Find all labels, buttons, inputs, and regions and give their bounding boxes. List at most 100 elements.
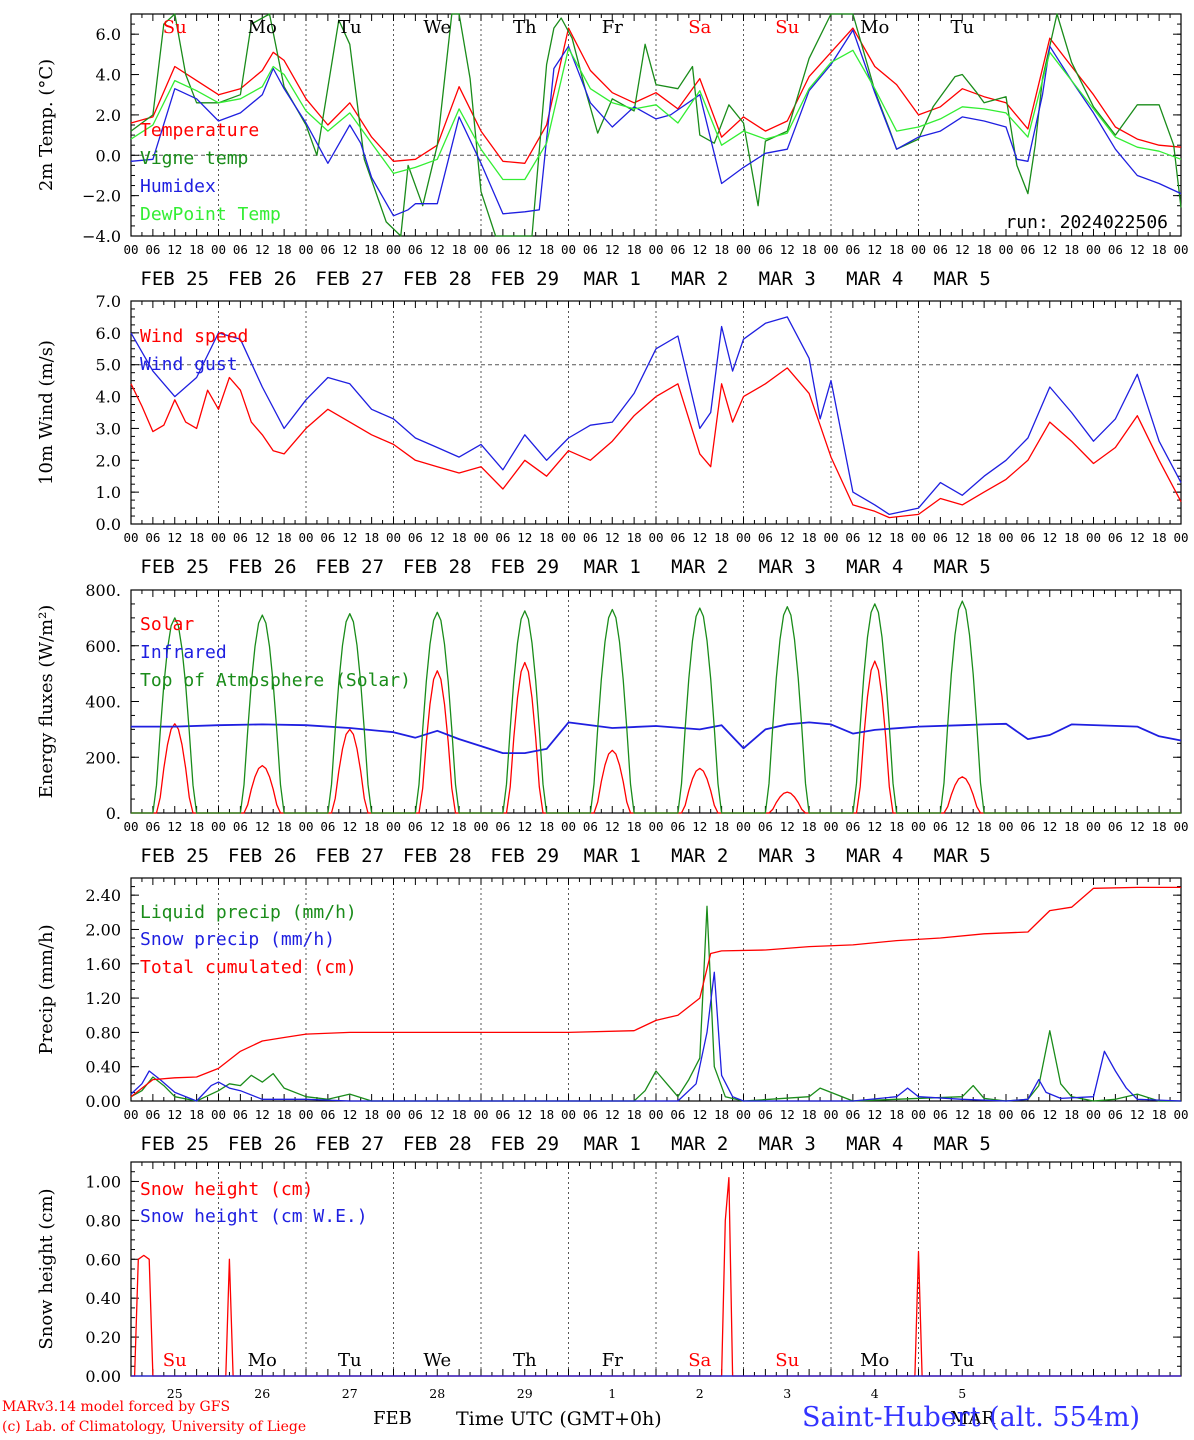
hour-tick-label: 18 bbox=[364, 530, 379, 545]
legend-entry: DewPoint Temp bbox=[140, 204, 281, 225]
hour-tick-label: 12 bbox=[780, 530, 795, 545]
hour-tick-label: 12 bbox=[430, 242, 445, 257]
hour-tick-label: 18 bbox=[364, 819, 379, 834]
hour-tick-label: 00 bbox=[561, 530, 576, 545]
hour-tick-label: 00 bbox=[823, 819, 838, 834]
hour-tick-label: 06 bbox=[233, 530, 248, 545]
hour-tick-label: 18 bbox=[714, 819, 729, 834]
series-line-blue bbox=[131, 721, 1182, 754]
hour-tick-label: 12 bbox=[692, 242, 707, 257]
hour-tick-label: 12 bbox=[1042, 1107, 1057, 1122]
y-tick-label: 0.20 bbox=[85, 1328, 121, 1347]
hour-tick-label: 12 bbox=[780, 1107, 795, 1122]
hour-tick-label: 06 bbox=[758, 819, 773, 834]
day-label: MAR 4 bbox=[846, 268, 903, 290]
day-label: FEB 26 bbox=[228, 845, 297, 867]
hour-tick-label: 12 bbox=[605, 1107, 620, 1122]
hour-tick-label: 06 bbox=[495, 530, 510, 545]
y-tick-label: 2.0 bbox=[96, 451, 121, 470]
weekday-label: Su bbox=[163, 17, 187, 38]
hour-tick-label: 18 bbox=[889, 530, 904, 545]
day-label: FEB 25 bbox=[140, 268, 209, 290]
y-tick-label: 4.0 bbox=[96, 388, 121, 407]
hour-tick-label: 06 bbox=[583, 242, 598, 257]
day-label: MAR 2 bbox=[671, 268, 728, 290]
day-label: FEB 26 bbox=[228, 268, 297, 290]
hour-tick-label: 18 bbox=[977, 530, 992, 545]
hour-tick-label: 00 bbox=[298, 819, 313, 834]
hour-tick-label: 18 bbox=[977, 819, 992, 834]
y-axis-title: Energy fluxes (W/m²) bbox=[36, 605, 57, 799]
weekday-label: Mo bbox=[248, 17, 277, 38]
hour-tick-label: 18 bbox=[539, 1107, 554, 1122]
panel-4: 0.00 0.40 0.80 1.20 1.60 2.00 2.40 Precip (mm/h… bbox=[36, 877, 1189, 1155]
day-number: 29 bbox=[517, 1386, 533, 1401]
day-label: FEB 28 bbox=[403, 268, 472, 290]
hour-tick-label: 00 bbox=[211, 242, 226, 257]
hour-tick-label: 06 bbox=[408, 1107, 423, 1122]
day-label: FEB 26 bbox=[228, 1133, 297, 1155]
hour-tick-label: 00 bbox=[998, 242, 1013, 257]
time-axis-label: Time UTC (GMT+0h) bbox=[456, 1408, 662, 1430]
y-tick-label: 2.0 bbox=[96, 106, 121, 125]
y-tick-label: 0.80 bbox=[85, 1211, 121, 1230]
hour-tick-label: 18 bbox=[714, 242, 729, 257]
hour-tick-label: 00 bbox=[561, 819, 576, 834]
hour-tick-label: 12 bbox=[1130, 242, 1145, 257]
y-tick-label: 400. bbox=[85, 693, 121, 712]
hour-tick-label: 00 bbox=[823, 1107, 838, 1122]
hour-tick-label: 12 bbox=[167, 1107, 182, 1122]
series-line-red bbox=[130, 886, 1181, 1098]
day-label: MAR 1 bbox=[584, 845, 641, 867]
weekday-label: Fr bbox=[602, 17, 623, 38]
hour-tick-label: 00 bbox=[998, 530, 1013, 545]
hour-tick-label: 12 bbox=[867, 242, 882, 257]
hour-tick-label: 12 bbox=[255, 530, 270, 545]
hour-tick-label: 06 bbox=[145, 242, 160, 257]
hour-tick-label: 00 bbox=[473, 242, 488, 257]
station-name: Saint-Hubert (alt. 554m) bbox=[802, 1402, 1141, 1433]
month-mar: MAR bbox=[950, 1408, 995, 1429]
hour-tick-label: 18 bbox=[1152, 819, 1167, 834]
hour-tick-label: 06 bbox=[1108, 530, 1123, 545]
weekday-label: Tu bbox=[338, 1350, 362, 1371]
hour-tick-label: 12 bbox=[342, 1107, 357, 1122]
day-number: 26 bbox=[254, 1386, 270, 1401]
weekday-label: Tu bbox=[338, 17, 362, 38]
hour-tick-label: 06 bbox=[320, 1107, 335, 1122]
hour-tick-label: 06 bbox=[845, 1107, 860, 1122]
hour-tick-label: 12 bbox=[605, 819, 620, 834]
hour-tick-label: 12 bbox=[867, 1107, 882, 1122]
hour-tick-label: 00 bbox=[1173, 530, 1188, 545]
y-tick-label: 600. bbox=[85, 637, 121, 656]
hour-tick-label: 12 bbox=[780, 242, 795, 257]
hour-tick-label: 18 bbox=[714, 1107, 729, 1122]
day-label: MAR 4 bbox=[846, 845, 903, 867]
weekday-label: Su bbox=[775, 17, 799, 38]
weekday-label: Mo bbox=[860, 1350, 889, 1371]
model-credit: MARv3.14 model forced by GFS bbox=[2, 1399, 231, 1415]
hour-tick-label: 18 bbox=[277, 819, 292, 834]
series-line-green bbox=[130, 13, 1182, 237]
weekday-label: We bbox=[423, 17, 451, 38]
hour-tick-label: 00 bbox=[123, 530, 138, 545]
hour-tick-label: 06 bbox=[845, 530, 860, 545]
y-axis-title: 2m Temp. (°C) bbox=[36, 59, 57, 191]
day-label: FEB 29 bbox=[490, 1133, 559, 1155]
hour-tick-label: 06 bbox=[933, 530, 948, 545]
hour-tick-label: 12 bbox=[167, 530, 182, 545]
day-label: FEB 29 bbox=[490, 845, 559, 867]
weekday-label: Tu bbox=[950, 17, 974, 38]
hour-tick-label: 00 bbox=[998, 819, 1013, 834]
hour-tick-label: 12 bbox=[167, 819, 182, 834]
hour-tick-label: 12 bbox=[167, 242, 182, 257]
hour-tick-label: 06 bbox=[670, 242, 685, 257]
hour-tick-label: 12 bbox=[605, 530, 620, 545]
y-tick-label: 0.40 bbox=[85, 1289, 121, 1308]
hour-tick-label: 06 bbox=[233, 242, 248, 257]
hour-tick-label: 12 bbox=[605, 242, 620, 257]
hour-tick-label: 18 bbox=[802, 1107, 817, 1122]
day-label: MAR 3 bbox=[759, 268, 816, 290]
hour-tick-label: 06 bbox=[583, 819, 598, 834]
